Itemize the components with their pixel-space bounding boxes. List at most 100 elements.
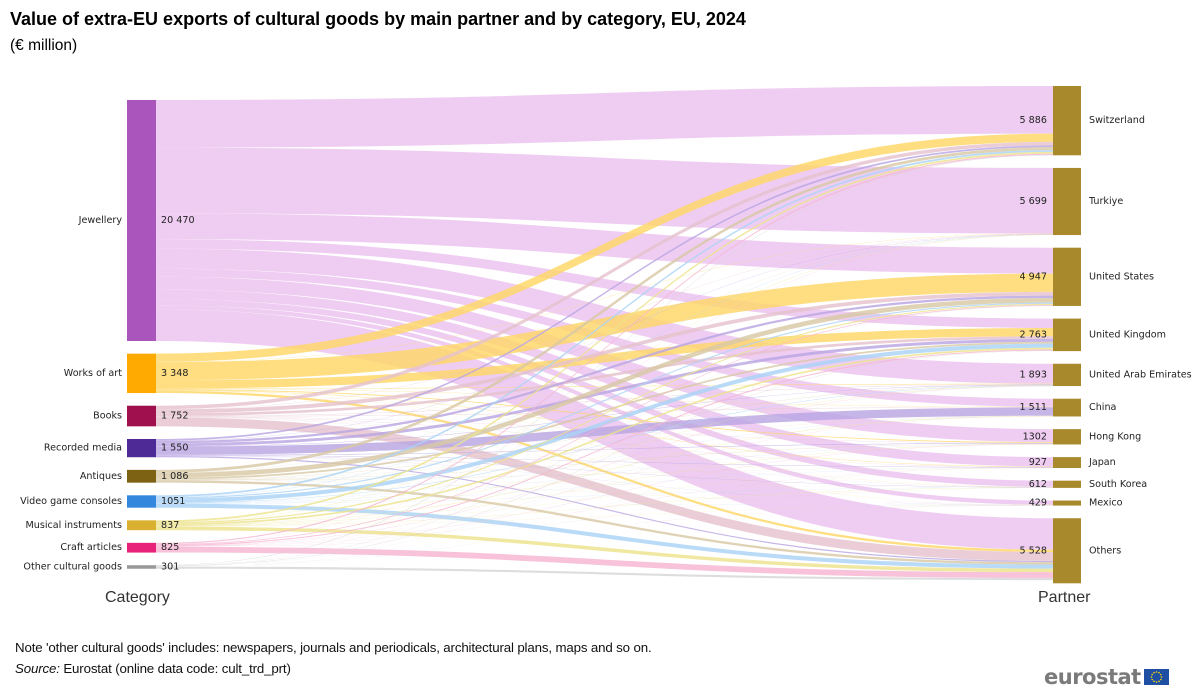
category-value-other-cultural-goods: 301 <box>161 561 179 572</box>
link-video-game-consoles-to-united-arab-emirates <box>156 385 1053 504</box>
category-label-antiques: Antiques <box>80 471 122 482</box>
category-value-books: 1 752 <box>161 411 188 422</box>
category-node-works-of-art <box>127 353 156 394</box>
link-books-to-mexico <box>156 417 1053 506</box>
link-musical-instruments-to-china <box>156 415 1053 526</box>
link-antiques-to-switzerland <box>156 147 1053 473</box>
partner-label-south-korea: South Korea <box>1089 479 1147 490</box>
link-musical-instruments-to-turkiye <box>156 234 1053 523</box>
link-craft-articles-to-turkiye <box>156 234 1053 545</box>
category-value-recorded-media: 1 550 <box>161 443 188 454</box>
link-other-cultural-goods-to-others <box>156 566 1053 581</box>
link-recorded-media-to-switzerland <box>156 145 1053 441</box>
link-antiques-to-others <box>156 480 1053 565</box>
category-label-works-of-art: Works of art <box>64 368 122 379</box>
partner-node-japan <box>1053 457 1081 469</box>
link-musical-instruments-to-japan <box>156 467 1053 527</box>
partner-node-china <box>1053 398 1081 417</box>
link-other-cultural-goods-to-united-kingdom <box>156 350 1053 567</box>
link-recorded-media-to-china <box>156 407 1053 455</box>
partner-value-china: 1 511 <box>1020 402 1047 413</box>
link-works-of-art-to-others <box>156 390 1053 553</box>
link-books-to-turkiye <box>156 233 1053 410</box>
partner-value-japan: 927 <box>1029 457 1047 468</box>
link-antiques-to-turkiye <box>156 234 1053 473</box>
link-works-of-art-to-switzerland <box>156 133 1053 362</box>
link-other-cultural-goods-to-united-arab-emirates <box>156 386 1053 567</box>
link-books-to-japan <box>156 416 1053 468</box>
link-antiques-to-united-kingdom <box>156 341 1053 480</box>
category-value-video-game-consoles: 1051 <box>161 496 185 507</box>
partner-label-hong-kong: Hong Kong <box>1089 431 1141 442</box>
partner-value-switzerland: 5 886 <box>1020 115 1047 126</box>
category-label-jewellery: Jewellery <box>78 215 123 226</box>
chart-subtitle: (€ million) <box>10 37 78 54</box>
category-value-musical-instruments: 837 <box>161 520 179 531</box>
link-video-game-consoles-to-turkiye <box>156 234 1053 498</box>
partner-node-south-korea <box>1053 480 1081 488</box>
partner-value-south-korea: 612 <box>1029 479 1047 490</box>
partner-node-switzerland <box>1053 86 1081 156</box>
link-works-of-art-to-united-states <box>156 273 1053 381</box>
category-node-other-cultural-goods <box>127 565 156 569</box>
source-text: Eurostat (online data code: cult_trd_prt… <box>59 661 291 676</box>
partner-node-turkiye <box>1053 167 1081 236</box>
partner-value-hong-kong: 1302 <box>1023 431 1047 442</box>
link-works-of-art-to-turkiye <box>156 233 1053 363</box>
partner-label-japan: Japan <box>1088 457 1116 468</box>
link-other-cultural-goods-to-mexico <box>156 505 1053 567</box>
category-node-jewellery <box>127 100 156 341</box>
link-works-of-art-to-united-kingdom <box>156 327 1053 389</box>
nodes-layer: Jewellery 20 470 Works of art 3 348 Books 1 7… <box>20 86 1192 584</box>
link-works-of-art-to-south-korea <box>156 390 1053 487</box>
link-musical-instruments-to-south-korea <box>156 487 1053 527</box>
link-craft-articles-to-others <box>156 546 1053 578</box>
link-books-to-united-states <box>156 291 1053 414</box>
eu-star-icon <box>1155 681 1158 683</box>
link-books-to-china <box>156 407 1053 417</box>
links-layer <box>156 86 1053 581</box>
partner-label-united-arab-emirates: United Arab Emirates <box>1089 369 1192 380</box>
partner-node-mexico <box>1053 500 1081 506</box>
chart-title: Value of extra-EU exports of cultural go… <box>10 9 746 29</box>
partner-value-turkiye: 5 699 <box>1020 196 1047 207</box>
link-jewellery-to-turkiye <box>156 147 1053 234</box>
category-value-works-of-art: 3 348 <box>161 368 188 379</box>
link-craft-articles-to-mexico <box>156 505 1053 547</box>
footnote: Note 'other cultural goods' includes: ne… <box>15 640 652 655</box>
link-jewellery-to-united-kingdom <box>156 239 1053 328</box>
link-musical-instruments-to-united-states <box>156 303 1053 524</box>
link-recorded-media-to-united-states <box>156 295 1053 444</box>
link-works-of-art-to-hong-kong <box>156 389 1053 443</box>
source-label: Source: <box>15 661 60 676</box>
link-antiques-to-south-korea <box>156 480 1053 488</box>
partner-label-mexico: Mexico <box>1089 498 1123 509</box>
category-value-antiques: 1 086 <box>161 471 188 482</box>
link-video-game-consoles-to-united-kingdom <box>156 343 1053 503</box>
link-musical-instruments-to-united-arab-emirates <box>156 385 1053 526</box>
category-label-craft-articles: Craft articles <box>60 542 122 553</box>
partner-node-united-arab-emirates <box>1053 363 1081 387</box>
category-node-video-game-consoles <box>127 495 156 508</box>
partner-value-united-arab-emirates: 1 893 <box>1020 369 1047 380</box>
category-node-musical-instruments <box>127 520 156 531</box>
category-label-musical-instruments: Musical instruments <box>25 520 122 531</box>
partner-value-united-states: 4 947 <box>1020 271 1047 282</box>
partner-axis-label: Partner <box>1038 589 1091 606</box>
link-jewellery-to-united-states <box>156 213 1053 274</box>
link-musical-instruments-to-switzerland <box>156 151 1053 523</box>
link-musical-instruments-to-mexico <box>156 505 1053 527</box>
link-video-game-consoles-to-hong-kong <box>156 443 1053 504</box>
link-craft-articles-to-hong-kong <box>156 444 1053 547</box>
link-recorded-media-to-hong-kong <box>156 443 1053 456</box>
partner-label-turkiye: Turkiye <box>1088 196 1123 207</box>
eu-flag-background <box>1143 669 1169 685</box>
partner-value-united-kingdom: 2 763 <box>1020 329 1047 340</box>
link-recorded-media-to-united-kingdom <box>156 338 1053 447</box>
partner-label-united-states: United States <box>1089 271 1154 282</box>
link-craft-articles-to-united-arab-emirates <box>156 385 1053 547</box>
eu-star-icon <box>1155 671 1158 673</box>
eu-star-icon <box>1159 678 1162 681</box>
source-line: Source: Eurostat (online data code: cult… <box>15 661 291 676</box>
category-label-books: Books <box>93 411 122 422</box>
